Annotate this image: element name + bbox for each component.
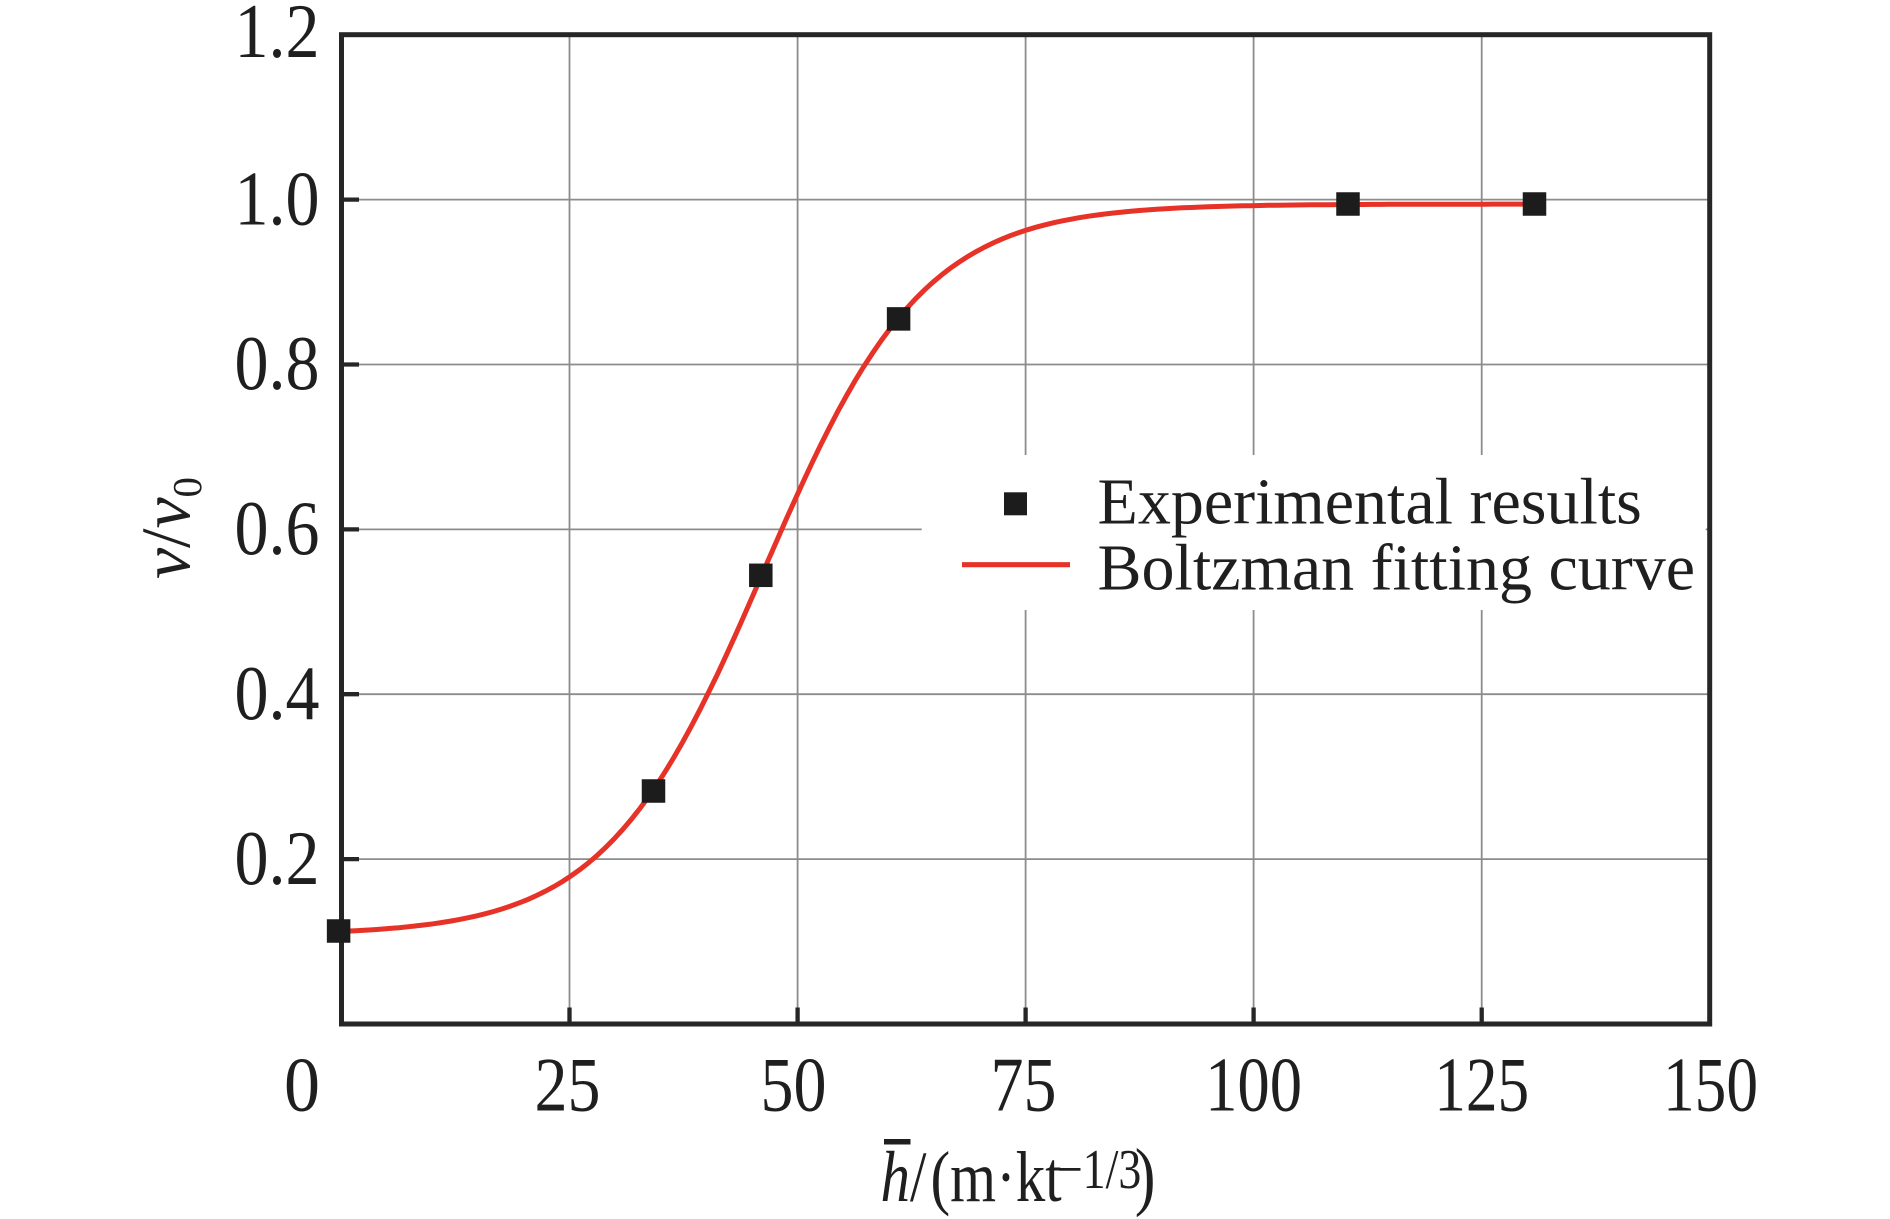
svg-text:1.2: 1.2 xyxy=(235,0,320,74)
svg-text:100: 100 xyxy=(1205,1042,1302,1128)
svg-text:25: 25 xyxy=(535,1042,601,1128)
svg-text:0.2: 0.2 xyxy=(235,815,320,901)
svg-text:125: 125 xyxy=(1434,1042,1529,1128)
svg-text:1.0: 1.0 xyxy=(235,155,320,241)
svg-text:Boltzman fitting curve: Boltzman fitting curve xyxy=(1098,531,1696,604)
svg-text:0.6: 0.6 xyxy=(235,485,320,571)
svg-text:h/(m·kt−1/3): h/(m·kt−1/3) xyxy=(881,1134,1156,1218)
svg-text:0.4: 0.4 xyxy=(235,650,320,736)
svg-text:150: 150 xyxy=(1663,1042,1758,1128)
svg-text:0.8: 0.8 xyxy=(235,320,320,406)
svg-text:75: 75 xyxy=(991,1042,1057,1128)
svg-text:0: 0 xyxy=(284,1042,320,1128)
svg-text:50: 50 xyxy=(761,1042,827,1128)
svg-text:Experimental results: Experimental results xyxy=(1098,466,1642,539)
